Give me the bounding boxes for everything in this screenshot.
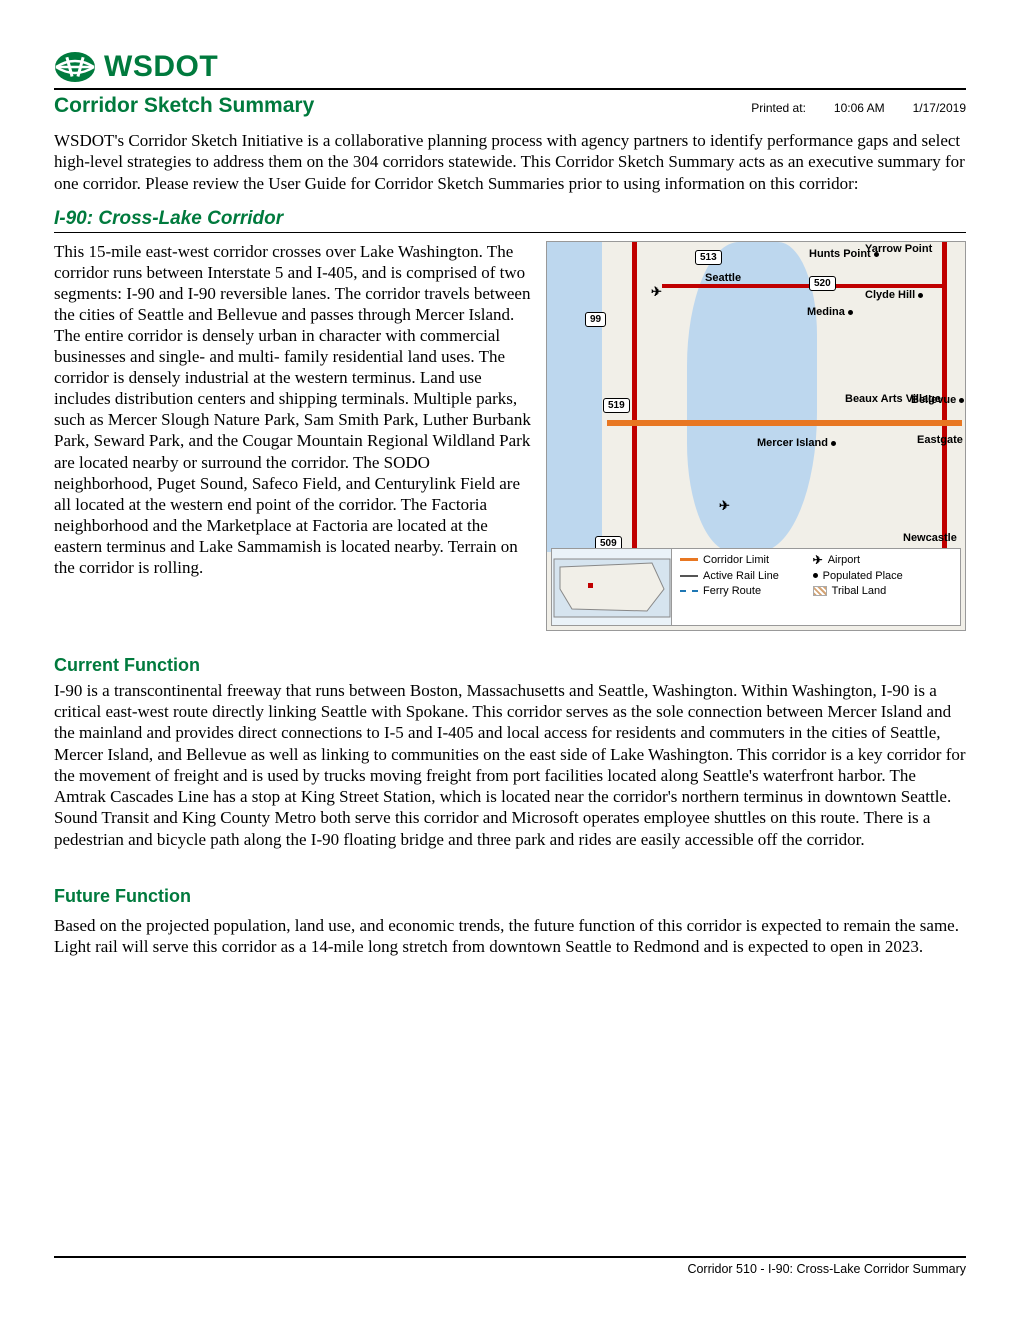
corridor-title: I-90: Cross-Lake Corridor [54,208,966,230]
printed-time: 10:06 AM [834,101,885,115]
printed-label: Printed at: [751,101,806,115]
legend-tribal: Tribal Land [813,585,952,597]
map-water [687,242,817,552]
legend-place: Populated Place [813,570,952,582]
printed-date: 1/17/2019 [913,101,966,115]
logo: WSDOT [54,50,966,84]
shield-519: 519 [603,398,630,413]
label-mercer: Mercer Island [757,438,836,449]
legend-inset-map [552,549,672,625]
corridor-description: This 15-mile east-west corridor crosses … [54,241,532,631]
map-i5 [632,242,637,552]
map-water-sound [547,242,602,552]
title-row: Corridor Sketch Summary Printed at: 10:0… [54,94,966,118]
legend-ferry: Ferry Route [680,585,807,597]
current-function-heading: Current Function [54,655,966,676]
corridor-rule [54,232,966,233]
legend-corridor: Corridor Limit [680,553,807,567]
label-newcastle: Newcastle [903,532,957,544]
intro-paragraph: WSDOT's Corridor Sketch Initiative is a … [54,130,966,194]
future-function-heading: Future Function [54,886,966,907]
shield-513: 513 [695,250,722,265]
map-corridor-line [607,420,962,426]
shield-520: 520 [809,276,836,291]
legend-rail: Active Rail Line [680,570,807,582]
label-clyde: Clyde Hill [865,290,923,301]
logo-text: WSDOT [104,50,218,84]
airport-icon: ✈ [719,498,730,514]
airport-icon: ✈ [651,284,662,300]
corridor-content: This 15-mile east-west corridor crosses … [54,241,966,631]
legend-items: Corridor Limit ✈Airport Active Rail Line… [672,549,960,625]
map-520 [662,284,947,288]
legend-airport: ✈Airport [813,553,952,567]
document-title: Corridor Sketch Summary [54,94,314,118]
header-rule [54,88,966,90]
shield-99: 99 [585,312,606,327]
footer-text: Corridor 510 - I-90: Cross-Lake Corridor… [54,1262,966,1276]
label-seattle: Seattle [705,272,741,284]
page-footer: Corridor 510 - I-90: Cross-Lake Corridor… [54,1256,966,1276]
label-bellevue: Bellevue [911,394,964,406]
label-medina: Medina [807,306,853,318]
wsdot-logo-icon [54,51,96,83]
label-yarrow: Yarrow Point [865,244,932,255]
label-eastgate: Eastgate [917,434,966,446]
future-function-body: Based on the projected population, land … [54,915,966,958]
map-legend: Corridor Limit ✈Airport Active Rail Line… [551,548,961,626]
map-column: 513 520 99 519 509 Seattle Hunts Point Y… [546,241,966,631]
footer-rule [54,1256,966,1258]
corridor-map: 513 520 99 519 509 Seattle Hunts Point Y… [546,241,966,631]
printed-info: Printed at: 10:06 AM 1/17/2019 [751,101,966,115]
current-function-body: I-90 is a transcontinental freeway that … [54,680,966,850]
